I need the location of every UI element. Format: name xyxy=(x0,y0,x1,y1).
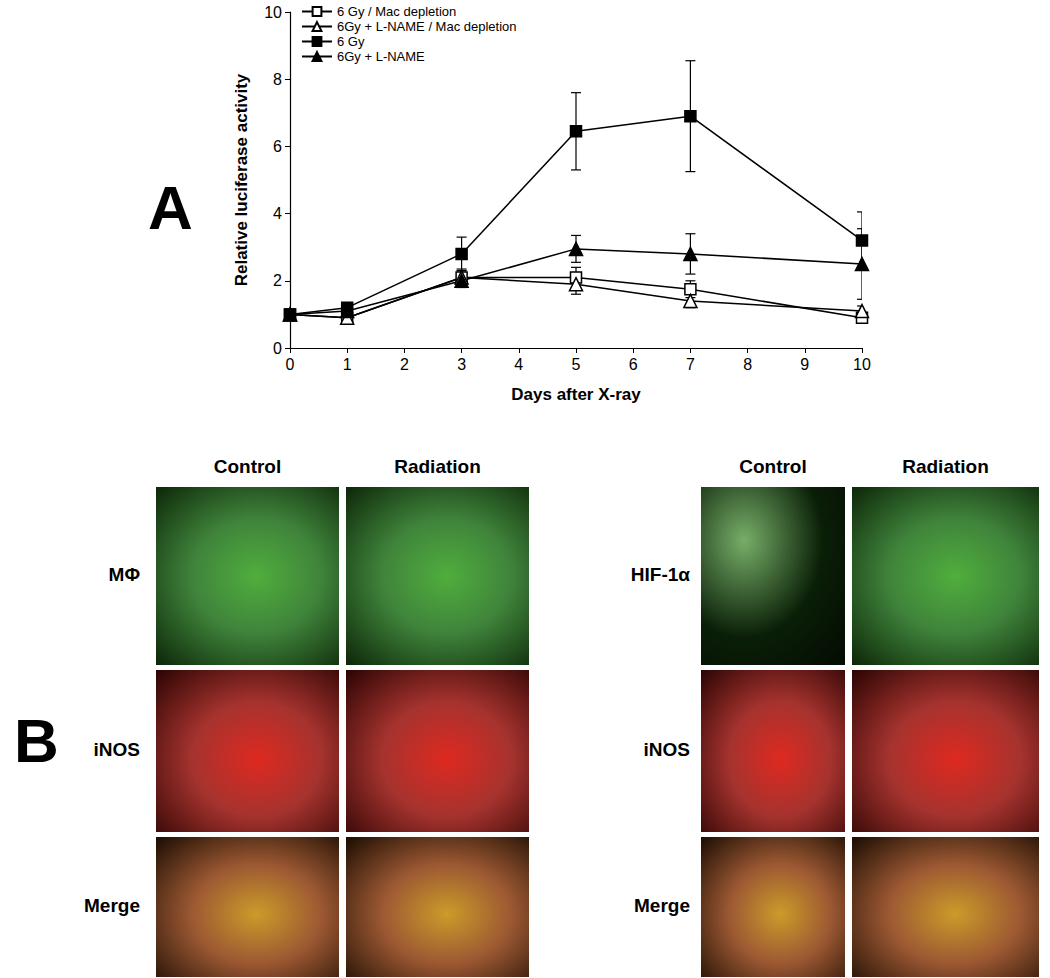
html-text:B: B xyxy=(14,706,59,775)
svg-text:8: 8 xyxy=(273,71,282,88)
svg-text:9: 9 xyxy=(800,356,809,373)
svg-text:Days after X-ray: Days after X-ray xyxy=(511,385,641,404)
html-text:Merge: Merge xyxy=(84,895,140,916)
svg-text:6: 6 xyxy=(273,138,282,155)
html-text:iNOS: iNOS xyxy=(643,739,690,760)
html-text:HIF-1α: HIF-1α xyxy=(630,564,690,585)
html-text:Radiation: Radiation xyxy=(902,456,989,477)
svg-text:0: 0 xyxy=(273,340,282,357)
html-text:Control: Control xyxy=(213,456,282,477)
svg-text:4: 4 xyxy=(273,205,282,222)
svg-text:10: 10 xyxy=(264,4,282,21)
html-text:A: A xyxy=(148,173,193,242)
svg-text:4: 4 xyxy=(514,356,523,373)
svg-text:6Gy + L-NAME: 6Gy + L-NAME xyxy=(337,49,425,64)
svg-text:2: 2 xyxy=(273,272,282,289)
svg-text:3: 3 xyxy=(457,356,466,373)
svg-text:10: 10 xyxy=(853,356,871,373)
svg-text:0: 0 xyxy=(286,356,295,373)
svg-text:6 Gy / Mac depletion: 6 Gy / Mac depletion xyxy=(337,4,456,19)
svg-text:1: 1 xyxy=(343,356,352,373)
html-text:iNOS: iNOS xyxy=(93,739,140,760)
html-text:Control: Control xyxy=(739,456,807,477)
svg-text:2: 2 xyxy=(400,356,409,373)
svg-text:6Gy + L-NAME / Mac depletion: 6Gy + L-NAME / Mac depletion xyxy=(337,19,517,34)
svg-text:Relative luciferase activity: Relative luciferase activity xyxy=(232,73,251,286)
svg-text:6 Gy: 6 Gy xyxy=(337,34,365,49)
html-text:Merge: Merge xyxy=(634,895,690,916)
svg-text:8: 8 xyxy=(743,356,752,373)
svg-text:5: 5 xyxy=(572,356,581,373)
svg-text:6: 6 xyxy=(629,356,638,373)
svg-text:7: 7 xyxy=(686,356,695,373)
html-text:MΦ: MΦ xyxy=(108,564,140,585)
html-text:Radiation: Radiation xyxy=(394,456,481,477)
